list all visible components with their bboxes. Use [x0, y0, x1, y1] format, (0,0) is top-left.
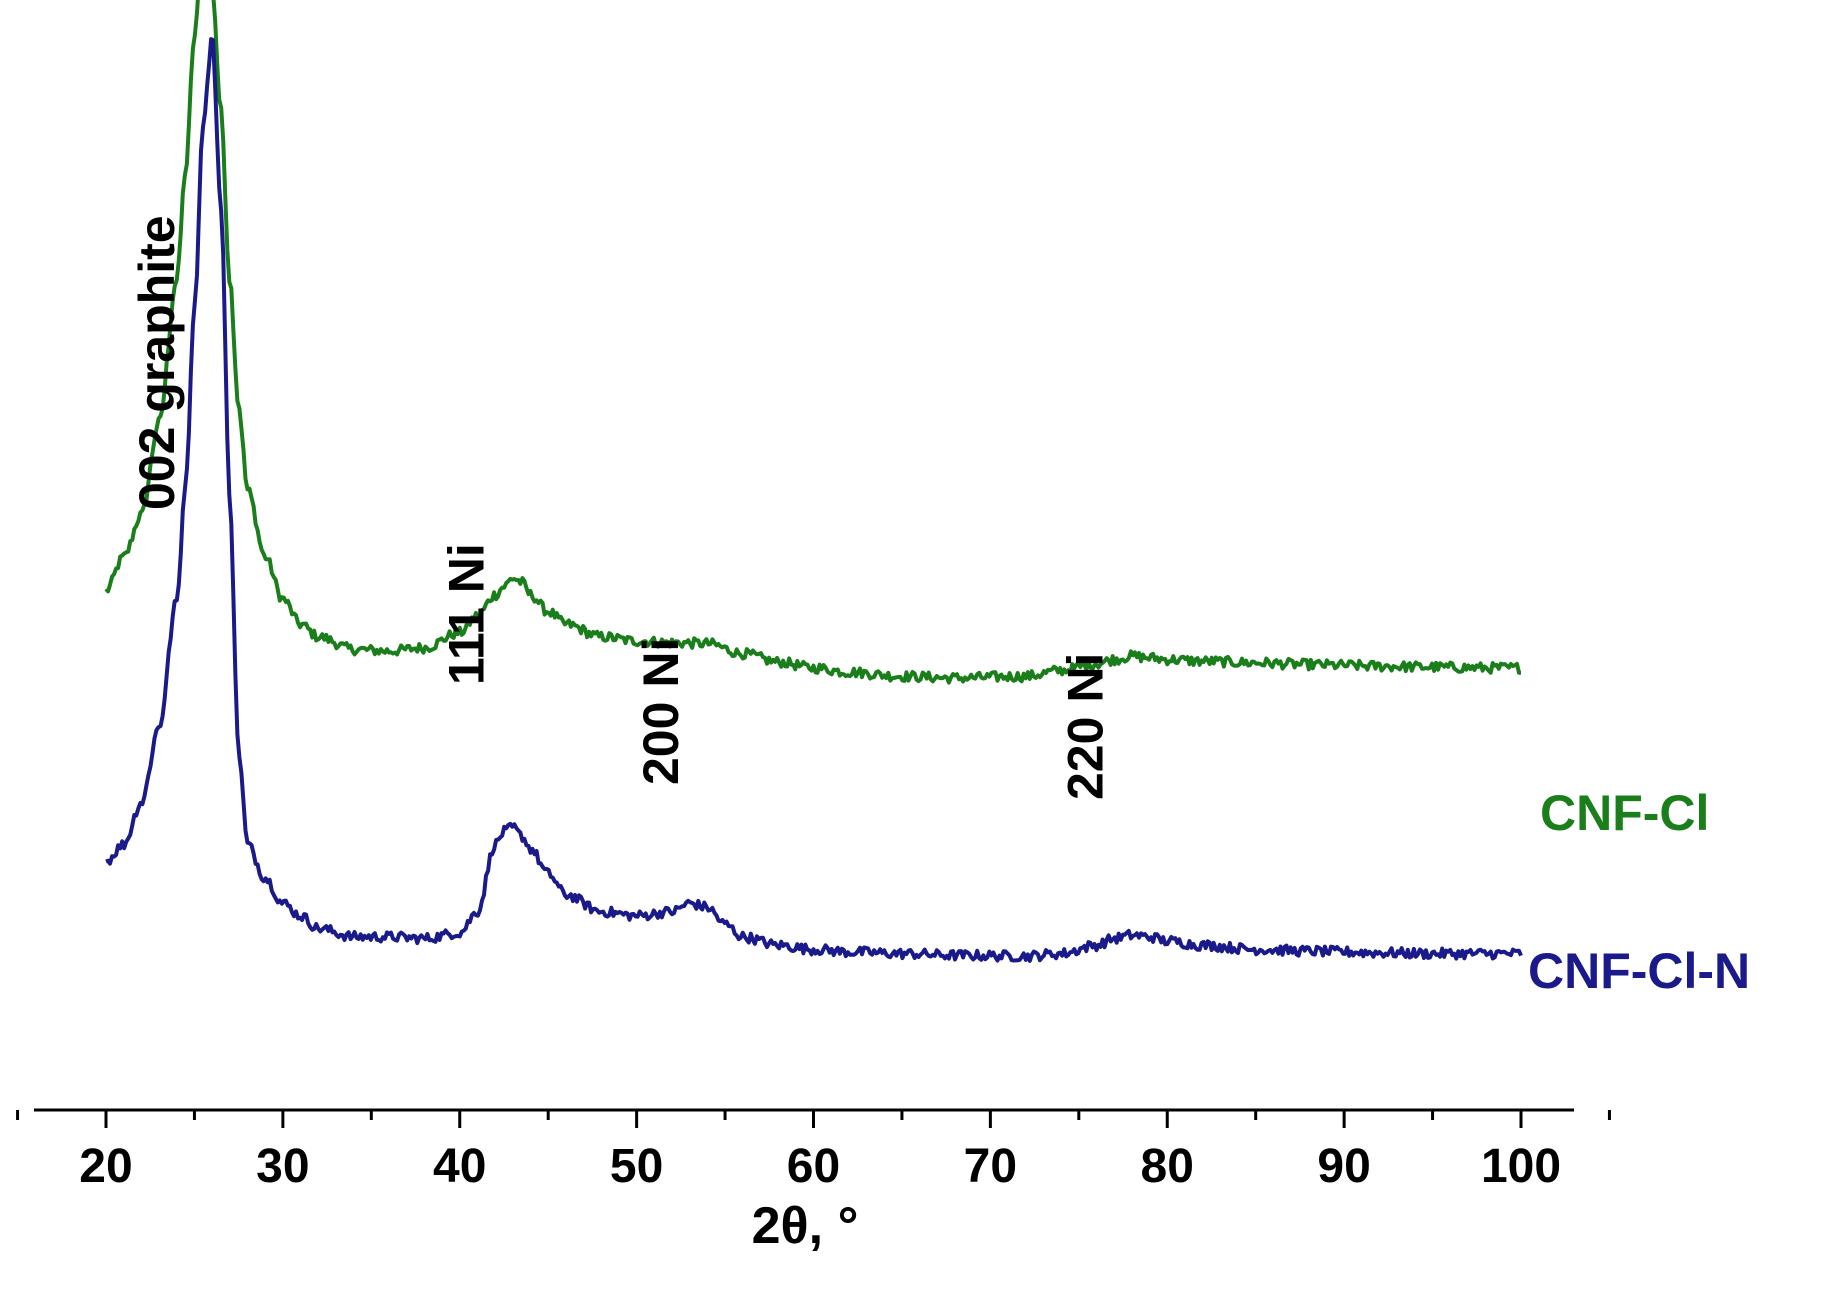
- x-tick-label: 70: [964, 1140, 1017, 1193]
- peak-label-111-ni: 111 Ni: [439, 543, 495, 685]
- series-layer: [104, 0, 1523, 963]
- x-tick-label: 30: [256, 1140, 309, 1193]
- x-tick-label: 40: [433, 1140, 486, 1193]
- x-tick-label: 20: [79, 1140, 132, 1193]
- x-tick-label: 80: [1141, 1140, 1194, 1193]
- peak-label-002-graphite: 002 graphite: [129, 215, 185, 510]
- series-line-cnf-cl: [104, 0, 1522, 685]
- x-tick-label: 60: [787, 1140, 840, 1193]
- peak-label-220-ni: 220 Ni: [1058, 653, 1114, 800]
- series-line-cnf-cl-n: [105, 37, 1523, 963]
- series-label-cnf-cl-n: CNF-Cl-N: [1528, 943, 1750, 999]
- x-tick-label: 90: [1317, 1140, 1370, 1193]
- annotation-layer: CNF-Cl CNF-Cl-N 002 graphite 111 Ni 200 Ni 22…: [129, 215, 1750, 999]
- x-tick-label: 50: [610, 1140, 663, 1193]
- x-tick-label: 100: [1481, 1140, 1561, 1193]
- series-label-cnf-cl: CNF-Cl: [1540, 785, 1709, 841]
- x-axis-ticks: 20 30 40 50 60 70 80 90 100: [16, 1110, 1611, 1193]
- x-axis-title: 2θ, °: [752, 1197, 859, 1255]
- peak-label-200-ni: 200 Ni: [633, 638, 689, 785]
